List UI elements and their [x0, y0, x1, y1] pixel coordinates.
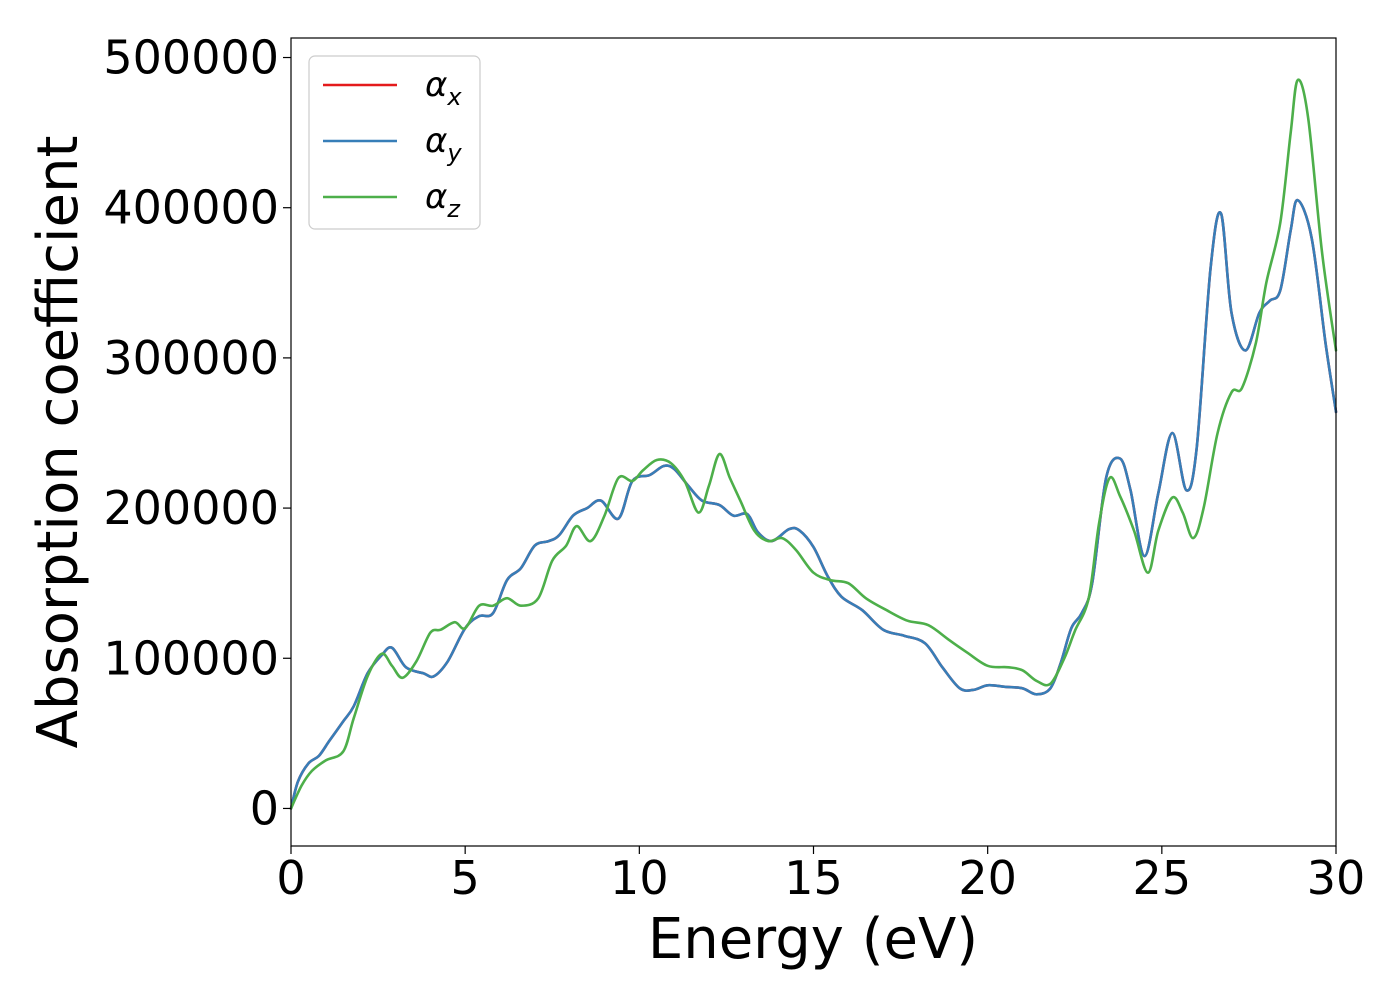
y-tick-label: 400000: [103, 181, 279, 235]
x-tick-label: 25: [1133, 851, 1192, 905]
y-tick-label: 300000: [103, 331, 279, 385]
series-layer: [289, 78, 1338, 810]
x-tick-label: 10: [610, 851, 669, 905]
y-tick-label: 100000: [103, 631, 279, 685]
x-tick-label: 15: [784, 851, 843, 905]
y-axis: 0 100000 200000 300000 400000 500000: [103, 31, 291, 835]
x-axis: 0 5 10 15 20 25 30: [276, 846, 1365, 905]
y-axis-title: Absorption coefficient: [26, 136, 91, 749]
series-line-y: [289, 198, 1338, 810]
x-tick-label: 30: [1307, 851, 1366, 905]
x-tick-label: 20: [958, 851, 1017, 905]
y-tick-label: 0: [250, 781, 279, 835]
x-tick-label: 5: [451, 851, 480, 905]
x-axis-title: Energy (eV): [648, 907, 978, 972]
y-tick-label: 500000: [103, 31, 279, 85]
y-tick-label: 200000: [103, 481, 279, 535]
x-tick-label: 0: [276, 851, 305, 905]
series-line-z: [289, 78, 1338, 810]
legend-box: [308, 55, 481, 230]
